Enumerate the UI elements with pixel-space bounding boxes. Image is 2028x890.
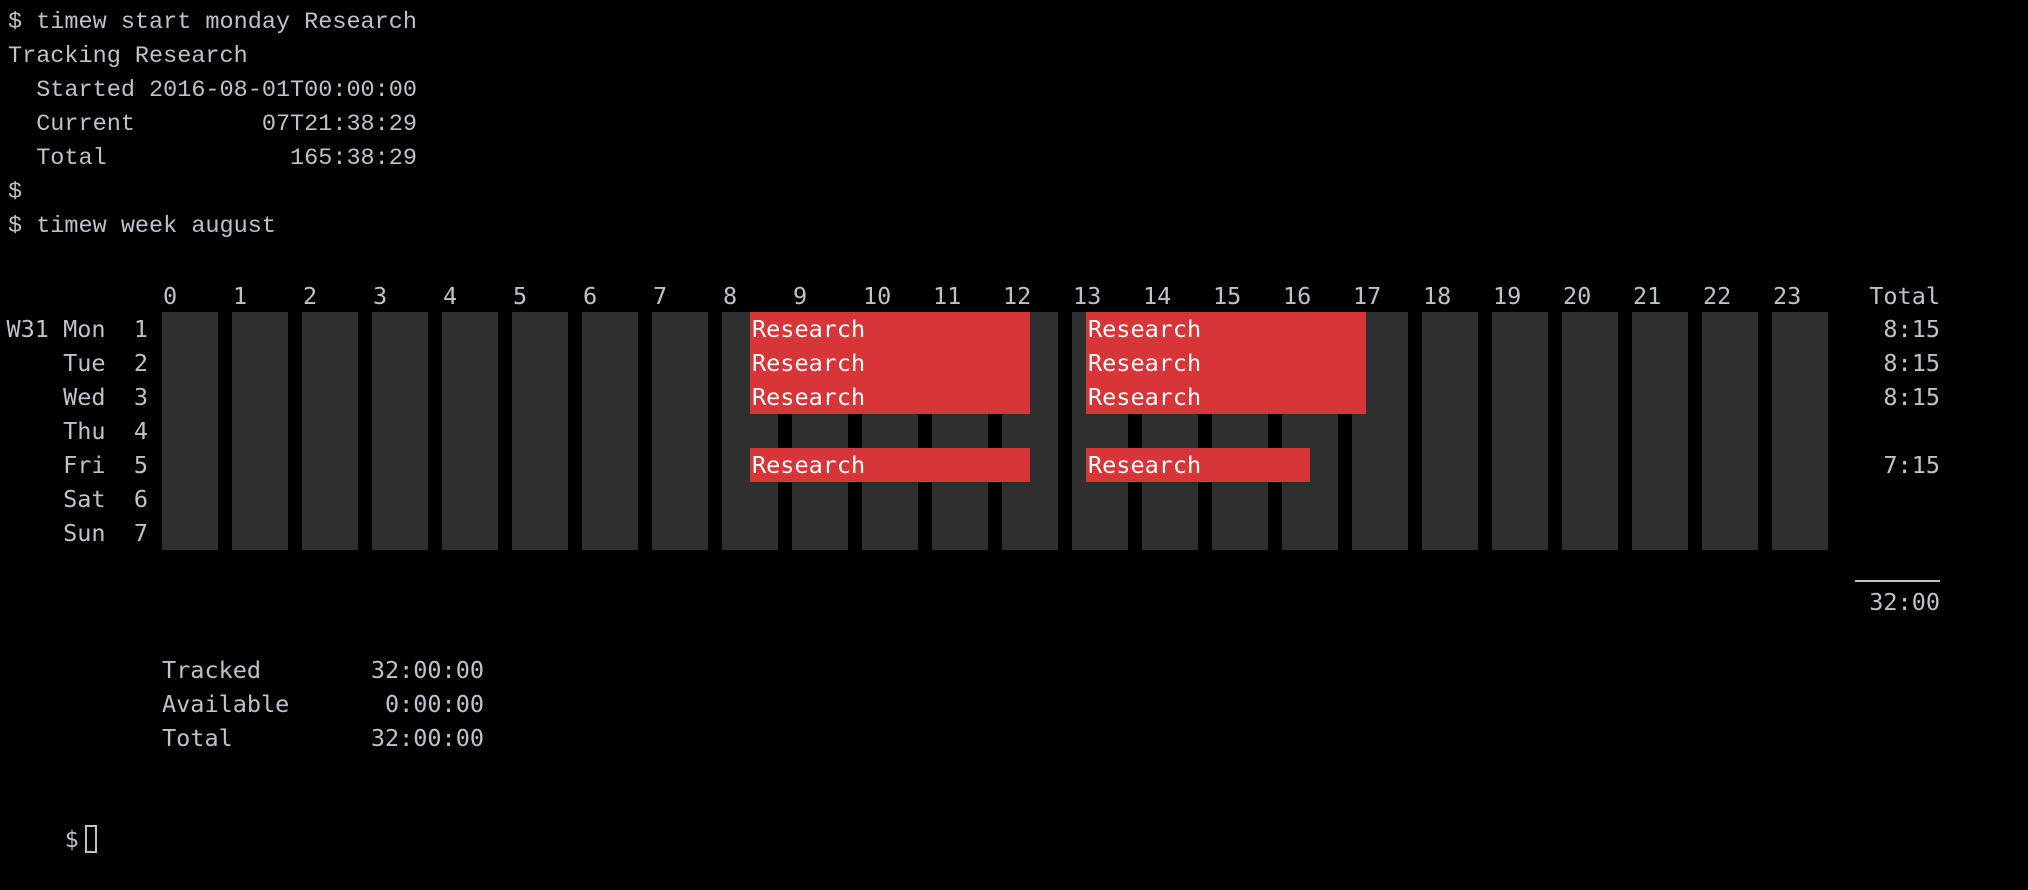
hour-column: [512, 312, 568, 550]
hour-label: 22: [1703, 282, 1732, 310]
hour-column: [442, 312, 498, 550]
interval-tag: Research: [1088, 315, 1202, 343]
hour-column: [232, 312, 288, 550]
interval-tag: Research: [1088, 383, 1202, 411]
summary-value-tracked: 32:00:00: [370, 656, 484, 684]
hour-column: [652, 312, 708, 550]
output-line: Current 07T21:38:29: [8, 111, 417, 138]
interval-bar: Research: [750, 346, 1030, 380]
output-line: Started 2016-08-01T00:00:00: [8, 77, 417, 104]
interval-tag: Research: [1088, 349, 1202, 377]
prompt-line[interactable]: $: [8, 788, 97, 853]
hour-column: [1562, 312, 1618, 550]
hour-column: [1492, 312, 1548, 550]
hour-label: 14: [1143, 282, 1172, 310]
interval-tag: Research: [1088, 451, 1202, 479]
hour-label: 23: [1773, 282, 1802, 310]
hour-column: [1702, 312, 1758, 550]
hour-label: 17: [1353, 282, 1382, 310]
day-label: W31 Mon 1: [6, 315, 148, 343]
text-cursor[interactable]: [84, 825, 97, 853]
day-label: Thu 4: [63, 417, 148, 445]
hour-column: [162, 312, 218, 550]
hour-label: 9: [793, 282, 808, 310]
summary-label-available: Available: [162, 690, 290, 718]
prompt-symbol: $: [64, 825, 79, 853]
hour-column: [1632, 312, 1688, 550]
day-label: Wed 3: [63, 383, 148, 411]
day-total: 8:15: [1883, 315, 1940, 343]
day-label: Sat 6: [63, 485, 148, 513]
hour-column: [582, 312, 638, 550]
hour-label: 12: [1003, 282, 1032, 310]
hour-column: [1422, 312, 1478, 550]
day-label: Tue 2: [63, 349, 148, 377]
day-total: 7:15: [1883, 451, 1940, 479]
prompt-line: $: [8, 179, 23, 206]
hour-column: [302, 312, 358, 550]
output-line: Tracking Research: [8, 43, 248, 70]
terminal-window[interactable]: $ timew start monday Research Tracking R…: [0, 0, 2028, 853]
hour-label: 1: [233, 282, 248, 310]
interval-bar: Research: [750, 448, 1030, 482]
interval-tag: Research: [752, 349, 866, 377]
interval-bar: Research: [1086, 380, 1366, 414]
day-total: 8:15: [1883, 349, 1940, 377]
hour-label: 21: [1633, 282, 1662, 310]
interval-bar: Research: [750, 380, 1030, 414]
hour-label: 5: [513, 282, 528, 310]
summary-value-total: 32:00:00: [370, 724, 484, 752]
interval-bar: Research: [1086, 346, 1366, 380]
hour-label: 3: [373, 282, 388, 310]
hour-label: 15: [1213, 282, 1242, 310]
hour-label: 7: [653, 282, 668, 310]
hour-label: 8: [723, 282, 738, 310]
hour-label: 6: [583, 282, 598, 310]
interval-tag: Research: [752, 315, 866, 343]
command-line: $ timew start monday Research: [8, 9, 417, 36]
hour-label: 2: [303, 282, 318, 310]
command-line: $ timew week august: [8, 213, 276, 240]
hour-label: 18: [1423, 282, 1452, 310]
hour-label: 4: [443, 282, 458, 310]
interval-bar: Research: [750, 312, 1030, 346]
summary-label-tracked: Tracked: [162, 656, 262, 684]
hour-label: 20: [1563, 282, 1592, 310]
summary-label-total: Total: [162, 724, 233, 752]
summary-value-available: 0:00:00: [384, 690, 484, 718]
day-label: Fri 5: [63, 451, 148, 479]
hour-column: [1772, 312, 1828, 550]
hour-label: 16: [1283, 282, 1312, 310]
hour-label: 19: [1493, 282, 1522, 310]
day-total: 8:15: [1883, 383, 1940, 411]
hour-label: 11: [933, 282, 962, 310]
interval-bar: Research: [1086, 312, 1366, 346]
total-header: Total: [1869, 282, 1940, 310]
grand-total: 32:00: [1869, 588, 1940, 616]
hour-label: 0: [163, 282, 178, 310]
total-divider: [1855, 580, 1940, 582]
hour-label: 10: [863, 282, 892, 310]
interval-tag: Research: [752, 451, 866, 479]
hour-label: 13: [1073, 282, 1102, 310]
hour-column: [372, 312, 428, 550]
output-line: Total 165:38:29: [8, 145, 417, 172]
interval-bar: Research: [1086, 448, 1310, 482]
day-label: Sun 7: [63, 519, 148, 547]
interval-tag: Research: [752, 383, 866, 411]
